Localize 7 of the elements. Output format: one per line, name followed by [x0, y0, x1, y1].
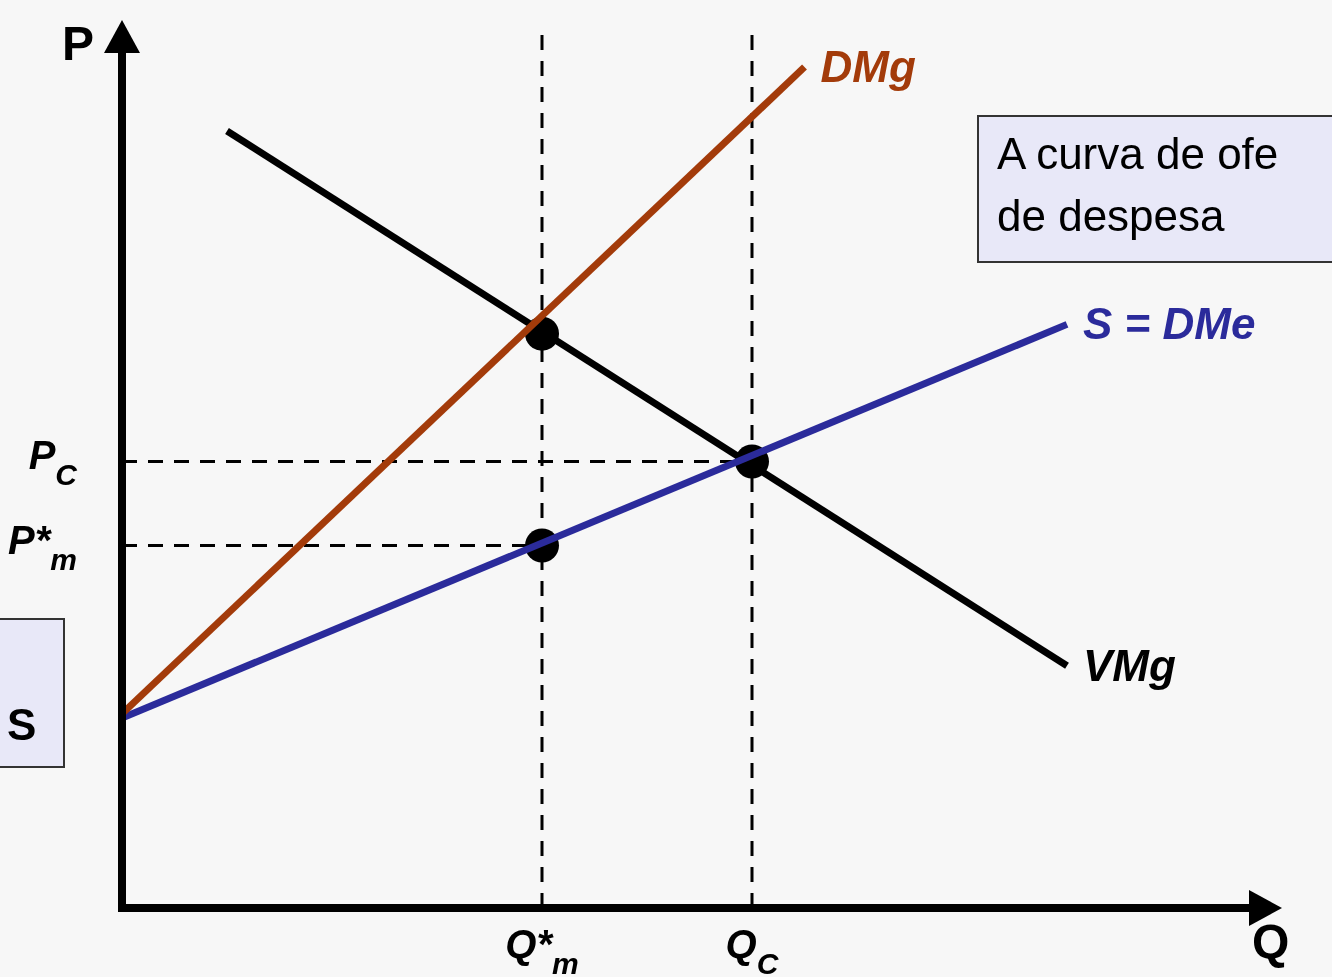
- annotation: A curva de ofe de despesa: [977, 115, 1332, 263]
- series-label: DMg: [820, 42, 916, 92]
- text: S: [0, 618, 65, 768]
- series-label: S = DMe: [1083, 299, 1256, 349]
- y-axis-title: P: [61, 17, 94, 70]
- x-axis-title: Q: [1252, 915, 1290, 968]
- series-label: VMg: [1083, 640, 1176, 690]
